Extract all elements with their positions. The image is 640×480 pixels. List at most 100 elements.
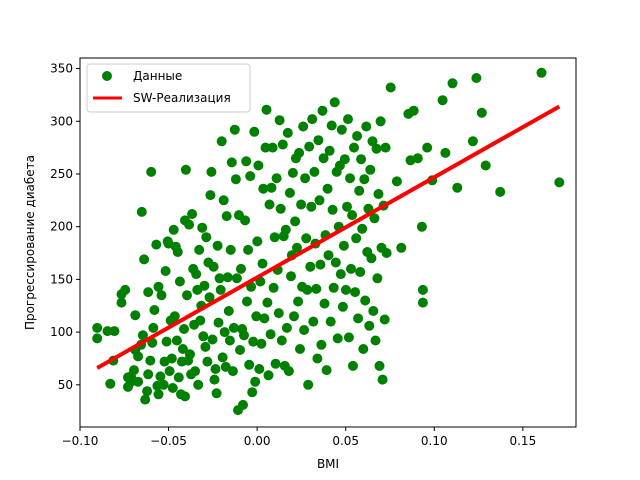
- data-point: [265, 329, 276, 340]
- data-point: [317, 105, 328, 116]
- data-point: [335, 269, 346, 280]
- data-point: [197, 222, 208, 233]
- data-point: [268, 282, 279, 293]
- data-point: [180, 391, 190, 402]
- data-point: [437, 95, 448, 106]
- data-point: [286, 271, 296, 282]
- data-point: [177, 344, 188, 354]
- data-point: [471, 73, 482, 83]
- data-point: [368, 306, 379, 316]
- data-point: [303, 379, 314, 390]
- data-point: [266, 182, 277, 193]
- data-point: [214, 273, 225, 284]
- data-point: [239, 330, 249, 341]
- data-point: [295, 344, 305, 354]
- y-axis-label: Прогрессирование диабета: [23, 155, 37, 330]
- data-point: [325, 316, 336, 327]
- data-point: [296, 199, 307, 210]
- data-point: [281, 322, 292, 333]
- data-point: [173, 372, 184, 383]
- data-point: [354, 185, 365, 196]
- data-point: [151, 239, 162, 250]
- data-point: [263, 370, 274, 381]
- data-point: [180, 164, 191, 175]
- data-point: [253, 160, 264, 171]
- data-point: [282, 127, 293, 138]
- data-point: [241, 156, 252, 167]
- data-point: [323, 250, 334, 261]
- data-point: [109, 326, 120, 337]
- data-point: [361, 121, 372, 132]
- data-point: [146, 166, 157, 177]
- data-point: [340, 284, 351, 295]
- data-point: [290, 216, 301, 227]
- data-point: [347, 210, 358, 221]
- data-point: [92, 322, 103, 333]
- data-point: [440, 147, 451, 158]
- data-point: [366, 253, 377, 264]
- data-point: [345, 173, 355, 184]
- data-point: [105, 378, 116, 389]
- data-point: [215, 284, 226, 295]
- data-point: [305, 261, 316, 272]
- x-tick-label: −0.05: [150, 434, 187, 448]
- data-point: [228, 322, 239, 333]
- data-point: [536, 67, 547, 78]
- data-points: [92, 67, 565, 416]
- data-point: [307, 114, 318, 125]
- data-point: [164, 366, 175, 377]
- data-point: [304, 141, 315, 152]
- data-point: [342, 201, 352, 212]
- data-point: [495, 186, 506, 197]
- data-point: [238, 399, 248, 410]
- data-point: [365, 164, 376, 175]
- data-point: [284, 187, 295, 198]
- data-point: [380, 142, 391, 153]
- data-point: [314, 195, 325, 206]
- y-axis-ticks: 50 100 150 200 250 300 350: [50, 62, 80, 392]
- data-point: [235, 345, 245, 355]
- data-point: [158, 379, 169, 390]
- data-point: [226, 157, 237, 168]
- data-point: [251, 311, 262, 322]
- data-point: [467, 136, 478, 147]
- data-point: [379, 314, 390, 325]
- data-point: [102, 326, 113, 337]
- legend: Данные SW-Реализация: [86, 63, 251, 113]
- data-point: [145, 355, 156, 366]
- y-tick-label: 350: [50, 62, 73, 76]
- data-point: [350, 287, 361, 298]
- data-point: [179, 324, 189, 334]
- data-point: [360, 295, 371, 306]
- data-point: [140, 394, 151, 405]
- data-point: [130, 310, 141, 321]
- data-point: [338, 240, 349, 251]
- data-point: [248, 336, 259, 347]
- data-point: [274, 115, 285, 126]
- data-point: [231, 273, 242, 284]
- data-point: [199, 280, 210, 291]
- data-point: [302, 284, 313, 295]
- data-point: [554, 177, 565, 188]
- data-point: [324, 145, 335, 156]
- data-point: [167, 383, 178, 393]
- data-point: [208, 261, 219, 272]
- data-point: [352, 131, 363, 141]
- data-point: [280, 224, 291, 235]
- data-point: [160, 266, 171, 276]
- data-point: [166, 353, 177, 364]
- data-point: [249, 126, 260, 137]
- data-point: [337, 301, 348, 312]
- data-point: [270, 358, 281, 369]
- data-point: [174, 276, 185, 287]
- data-point: [294, 147, 305, 158]
- data-point: [316, 339, 327, 350]
- data-point: [370, 335, 381, 346]
- data-point: [153, 389, 164, 400]
- data-point: [416, 221, 427, 232]
- data-point: [422, 142, 433, 153]
- data-point: [202, 356, 213, 367]
- data-point: [193, 379, 204, 390]
- data-point: [190, 366, 201, 377]
- data-point: [200, 341, 211, 352]
